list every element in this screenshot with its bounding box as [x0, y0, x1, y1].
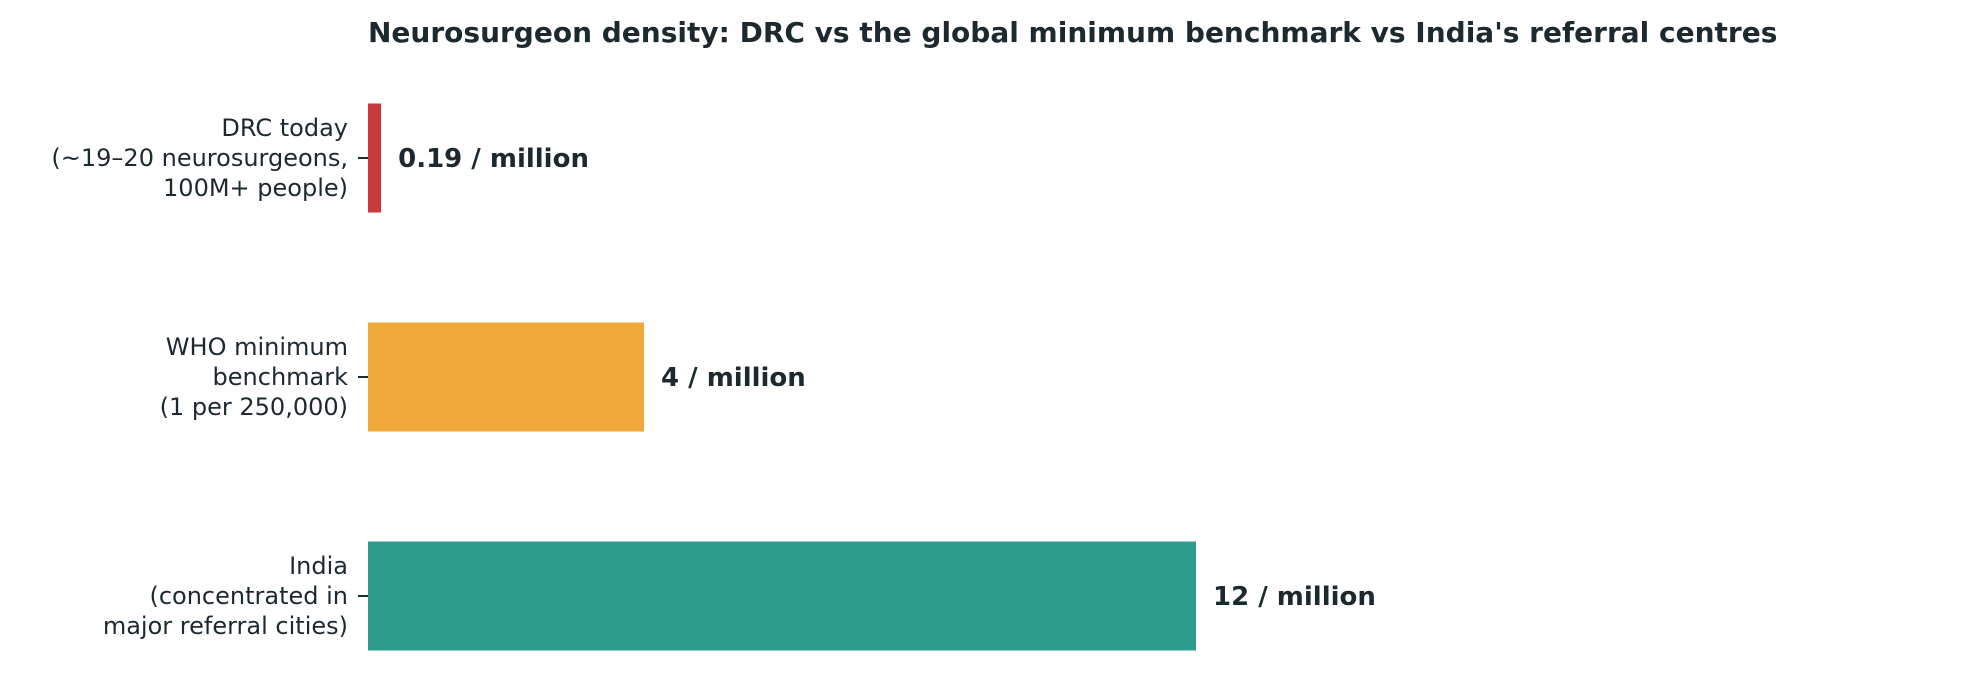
value-label-1: 0.19 / million [398, 144, 589, 174]
category-label-line: 100M+ people) [163, 174, 348, 202]
bar-1 [368, 103, 382, 213]
chart-title: Neurosurgeon density: DRC vs the global … [368, 16, 1777, 49]
value-label-2: 4 / million [661, 363, 806, 393]
category-label-line: benchmark [213, 363, 349, 391]
category-label-line: WHO minimum [166, 333, 348, 361]
category-label-line: major referral cities) [103, 612, 348, 640]
bar-2 [368, 322, 644, 432]
value-label-3: 12 / million [1213, 582, 1376, 612]
plot-area: 0.19 / million DRC today (~19–20 neurosurg… [51, 103, 1376, 651]
category-label-line: (1 per 250,000) [160, 393, 348, 421]
bar-3 [368, 541, 1196, 651]
category-label-3: India (concentrated in major referral citi… [103, 552, 348, 640]
category-label-1: DRC today (~19–20 neurosurgeons, 100M+ peo… [51, 114, 348, 202]
category-label-line: India [289, 552, 348, 580]
category-label-2: WHO minimum benchmark (1 per 250,000) [160, 333, 348, 421]
category-label-line: DRC today [221, 114, 348, 142]
category-label-line: (concentrated in [149, 582, 348, 610]
category-label-line: (~19–20 neurosurgeons, [51, 144, 348, 172]
